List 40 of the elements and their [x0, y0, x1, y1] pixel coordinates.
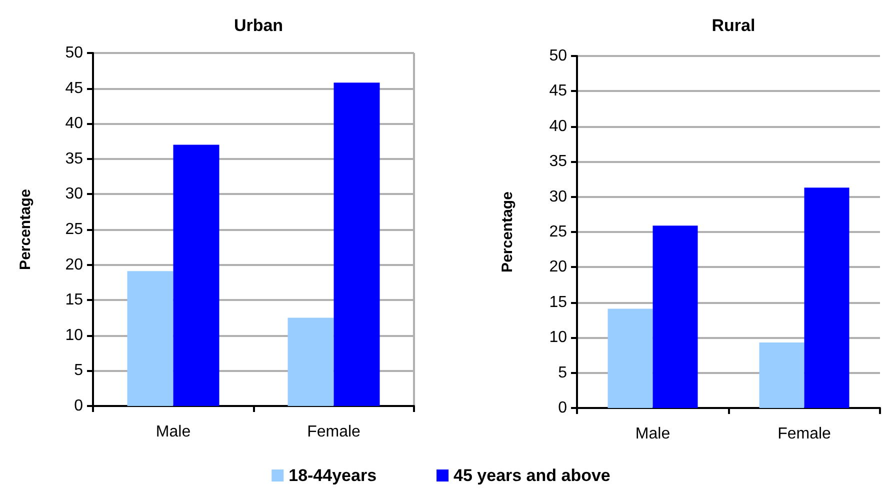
- bar: [173, 144, 220, 406]
- y-tick-label: 15: [549, 294, 568, 311]
- bar: [127, 271, 174, 406]
- chart-title: Urban: [234, 16, 284, 35]
- y-tick-label: 30: [549, 188, 568, 206]
- legend-label: 18-44years: [288, 466, 377, 485]
- y-tick-label: 5: [74, 362, 84, 380]
- bar: [608, 308, 653, 408]
- x-tick-label: Female: [778, 426, 832, 442]
- y-tick-label: 10: [65, 326, 84, 344]
- x-tick-label: Male: [156, 424, 191, 440]
- y-tick-label: 50: [65, 44, 84, 62]
- y-tick-label: 20: [65, 256, 84, 274]
- y-tick-label: 25: [65, 221, 84, 238]
- bar: [759, 342, 804, 408]
- legend-label: 45 years and above: [454, 466, 610, 485]
- y-tick-label: 45: [549, 82, 568, 100]
- y-tick-label: 50: [549, 48, 568, 64]
- y-tick-label: 25: [549, 224, 568, 240]
- y-axis-title: Percentage: [17, 189, 34, 270]
- y-tick-label: 40: [549, 118, 568, 135]
- y-tick-label: 0: [558, 400, 568, 416]
- bar: [334, 82, 380, 406]
- y-tick-label: 35: [549, 153, 568, 170]
- chart-title: Rural: [712, 16, 756, 35]
- y-tick-label: 20: [549, 258, 568, 276]
- y-tick-label: 30: [65, 186, 84, 203]
- y-tick-label: 45: [65, 80, 84, 97]
- y-tick-label: 15: [65, 292, 84, 309]
- bar: [288, 318, 334, 406]
- y-axis-title: Percentage: [499, 192, 516, 272]
- x-tick-label: Male: [635, 426, 670, 442]
- y-tick-label: 35: [65, 150, 84, 168]
- y-tick-label: 5: [558, 364, 568, 382]
- y-tick-label: 40: [65, 115, 84, 132]
- y-tick-label: 0: [74, 398, 84, 414]
- bar: [804, 188, 850, 408]
- x-tick-label: Female: [307, 424, 361, 440]
- bar: [652, 226, 698, 408]
- y-tick-label: 10: [549, 329, 568, 346]
